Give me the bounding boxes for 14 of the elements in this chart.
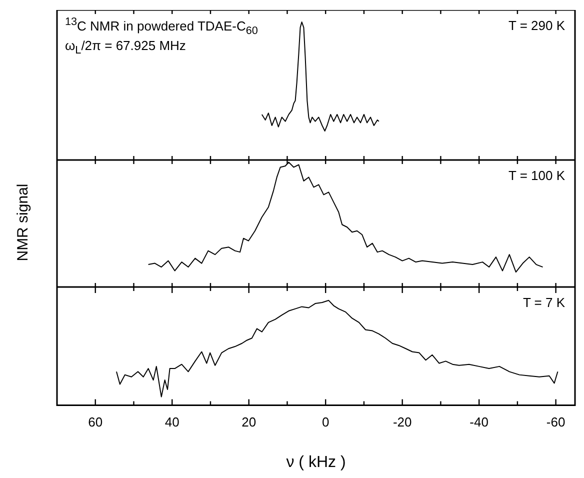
annotation: T = 100 K <box>508 168 565 183</box>
x-tick-label: -20 <box>392 414 412 430</box>
x-tick-label: 0 <box>322 414 330 430</box>
x-tick-label: -60 <box>546 414 566 430</box>
x-axis-title: ν ( kHz ) <box>286 454 346 471</box>
annotation: $^{13}$C NMR in powdered TDAE-C$_{60}$ <box>65 16 258 37</box>
x-tick-label: 20 <box>242 414 256 430</box>
annotation: T = 290 K <box>508 18 565 33</box>
y-axis-title: NMR signal <box>14 182 32 263</box>
annotation: ω$_{L}$/2π = 67.925 MHz <box>65 38 186 57</box>
annotation: T = 7 K <box>522 295 565 310</box>
x-tick-label: 60 <box>88 414 103 430</box>
x-tick-label: -40 <box>470 414 488 430</box>
x-tick-label: 40 <box>164 414 180 430</box>
